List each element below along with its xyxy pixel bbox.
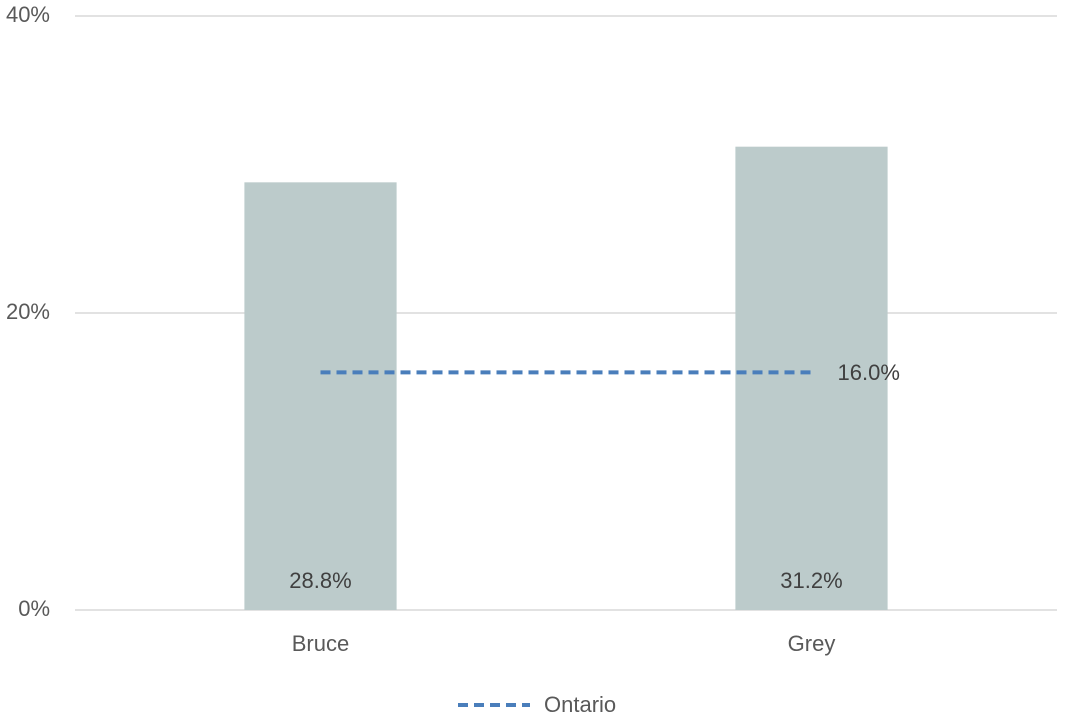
y-tick-label: 20% — [6, 299, 50, 324]
legend-label: Ontario — [544, 692, 616, 717]
x-tick-label: Bruce — [292, 631, 349, 656]
x-tick-label: Grey — [788, 631, 836, 656]
bar — [735, 146, 888, 610]
y-tick-label: 0% — [18, 596, 50, 621]
y-tick-label: 40% — [6, 2, 50, 27]
line-data-label: 16.0% — [838, 360, 900, 385]
bar — [244, 182, 397, 610]
data-label: 28.8% — [289, 568, 351, 593]
data-label: 31.2% — [780, 568, 842, 593]
